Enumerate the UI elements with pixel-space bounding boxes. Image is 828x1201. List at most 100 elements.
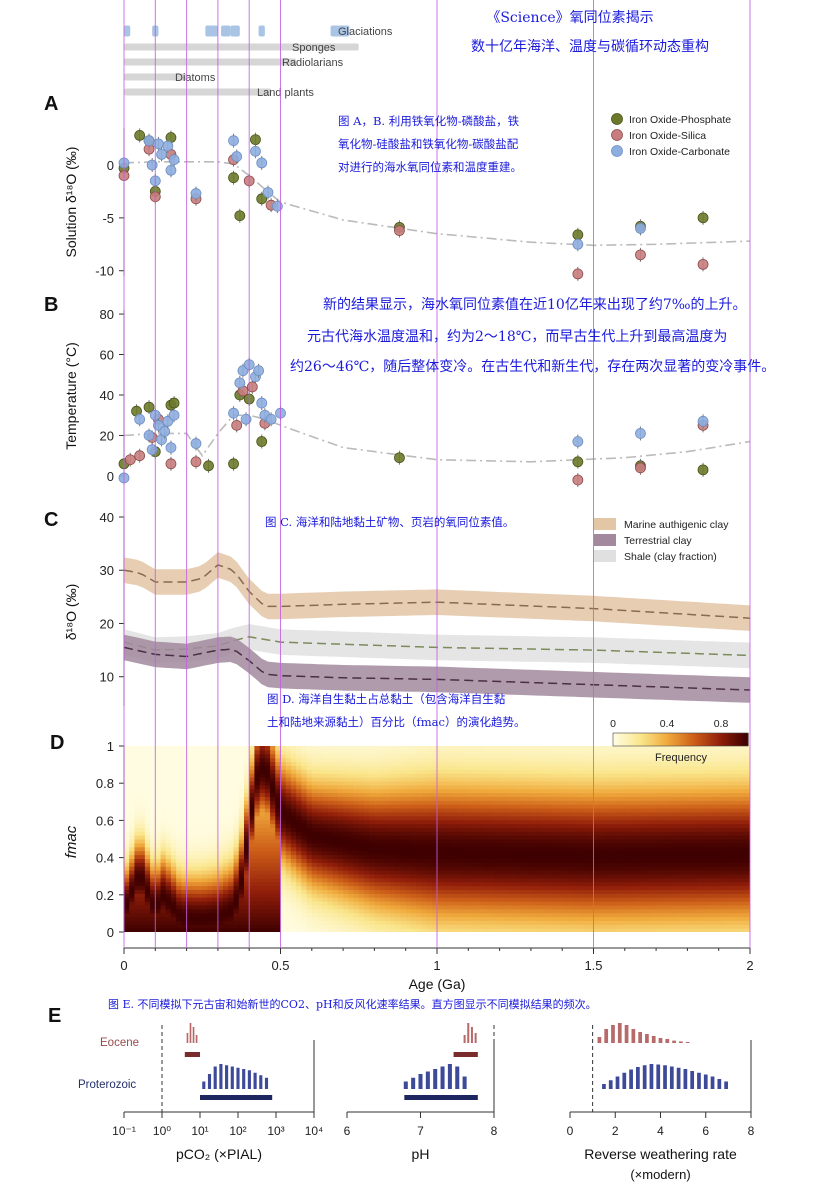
heatmap-cell xyxy=(405,866,412,871)
heatmap-cell xyxy=(609,811,615,817)
heatmap-cell xyxy=(264,800,271,805)
heatmap-cell xyxy=(635,862,642,867)
heatmap-cell xyxy=(374,804,381,809)
heatmap-cell xyxy=(264,749,271,755)
heatmap-cell xyxy=(551,839,558,844)
heatmap-cell xyxy=(285,854,292,859)
heatmap-cell xyxy=(186,753,193,759)
heatmap-cell xyxy=(139,777,146,782)
heatmap-cell xyxy=(296,850,302,856)
heatmap-cell xyxy=(630,839,636,844)
heatmap-cell xyxy=(197,924,203,929)
heatmap-cell xyxy=(181,827,188,832)
heatmap-cell xyxy=(322,819,329,825)
heatmap-cell xyxy=(191,811,198,817)
heatmap-cell xyxy=(264,784,271,790)
heatmap-cell xyxy=(609,761,615,766)
heatmap-cell xyxy=(431,904,438,910)
heatmap-cell xyxy=(327,780,334,786)
heatmap-cell xyxy=(301,862,308,867)
heatmap-cell xyxy=(217,846,224,852)
heatmap-cell xyxy=(223,831,229,836)
heatmap-cell xyxy=(285,850,292,856)
heatmap-cell xyxy=(437,811,443,817)
heatmap-cell xyxy=(483,889,490,894)
heatmap-cell xyxy=(400,827,407,832)
heatmap-cell xyxy=(442,769,449,774)
heatmap-cell xyxy=(144,889,151,894)
heatmap-cell xyxy=(530,850,537,856)
heatmap-cell xyxy=(421,819,428,825)
heatmap-cell xyxy=(322,780,329,786)
heatmap-cell xyxy=(556,777,563,782)
heatmap-cell xyxy=(494,842,501,848)
heatmap-cell xyxy=(212,819,219,825)
heatmap-cell xyxy=(217,811,224,817)
heatmap-cell xyxy=(243,749,250,755)
heatmap-cell xyxy=(473,916,480,921)
heatmap-cell xyxy=(452,819,459,825)
heatmap-cell xyxy=(551,877,558,883)
heatmap-cell xyxy=(567,885,574,890)
heatmap-cell xyxy=(421,823,428,828)
heatmap-cell xyxy=(134,784,141,790)
heatmap-cell xyxy=(343,862,349,867)
legend-swatch xyxy=(594,534,616,546)
heatmap-cell xyxy=(405,862,412,867)
heatmap-cell xyxy=(379,784,386,790)
heatmap-cell xyxy=(223,757,229,763)
heatmap-cell xyxy=(280,777,287,782)
heatmap-cell xyxy=(556,889,563,894)
heatmap-cell xyxy=(530,765,537,770)
heatmap-cell xyxy=(603,904,610,910)
heatmap-cell xyxy=(238,893,245,898)
heatmap-cell xyxy=(150,873,156,879)
heatmap-cell xyxy=(212,800,219,805)
heatmap-cell xyxy=(160,819,167,825)
heatmap-cell xyxy=(212,885,219,890)
heatmap-cell xyxy=(264,792,271,797)
heatmap-cell xyxy=(494,835,501,840)
heatmap-cell xyxy=(447,753,454,759)
heatmap-cell xyxy=(275,773,282,778)
heatmap-cell xyxy=(311,777,318,782)
heatmap-cell xyxy=(437,904,443,910)
heatmap-cell xyxy=(259,773,266,778)
heatmap-cell xyxy=(452,777,459,782)
heatmap-cell xyxy=(635,889,642,894)
heatmap-cell xyxy=(275,749,282,755)
heatmap-cell xyxy=(165,831,172,836)
heatmap-cell xyxy=(489,780,495,786)
heatmap-cell xyxy=(421,831,428,836)
heatmap-cell xyxy=(374,850,381,856)
heatmap-cell xyxy=(134,753,141,759)
heatmap-cell xyxy=(410,912,417,918)
heatmap-cell xyxy=(155,920,162,925)
heatmap-cell xyxy=(457,862,464,867)
heatmap-cell xyxy=(593,749,600,755)
heatmap-cell xyxy=(332,842,339,848)
heatmap-cell xyxy=(150,846,156,852)
heatmap-cell xyxy=(437,858,443,863)
heatmap-cell xyxy=(416,854,422,859)
heatmap-cell xyxy=(562,850,569,856)
heatmap-cell xyxy=(588,850,595,856)
heatmap-cell xyxy=(525,854,532,859)
heatmap-cell xyxy=(489,928,495,932)
heatmap-cell xyxy=(317,835,323,840)
heatmap-cell xyxy=(603,897,610,902)
heatmap-cell xyxy=(322,753,329,759)
heatmap-cell xyxy=(421,804,428,809)
heatmap-cell xyxy=(630,753,636,759)
heatmap-cell xyxy=(191,831,198,836)
heatmap-cell xyxy=(463,804,469,809)
point-iron-oxide-phosphate xyxy=(250,134,261,146)
heatmap-cell xyxy=(499,800,506,805)
heatmap-cell xyxy=(353,749,360,755)
heatmap-cell xyxy=(588,885,595,890)
heatmap-cell xyxy=(134,780,141,786)
heatmap-cell xyxy=(191,854,198,859)
heatmap-cell xyxy=(390,850,396,856)
heatmap-cell xyxy=(504,893,511,898)
heatmap-cell xyxy=(390,862,396,867)
